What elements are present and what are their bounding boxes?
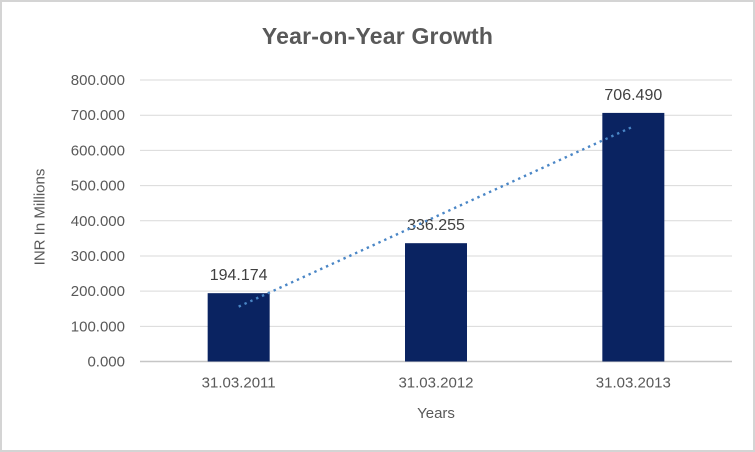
data-label: 194.174 <box>210 267 268 284</box>
data-label: 336.255 <box>407 217 465 234</box>
y-tick-label: 700.000 <box>71 107 125 124</box>
x-tick-label: 31.03.2011 <box>202 375 276 392</box>
y-tick-label: 500.000 <box>71 178 125 195</box>
x-tick-label: 31.03.2012 <box>398 375 473 392</box>
y-tick-label: 800.000 <box>71 72 125 89</box>
y-tick-label: 600.000 <box>71 142 125 159</box>
bar <box>405 243 467 362</box>
y-tick-label: 100.000 <box>71 318 125 335</box>
bar <box>602 112 665 362</box>
y-tick-label: 300.000 <box>71 248 125 265</box>
data-label: 706.490 <box>604 87 662 104</box>
chart-title: Year-on-Year Growth <box>261 23 494 49</box>
y-tick-label: 400.000 <box>71 213 125 230</box>
trendline <box>238 125 634 308</box>
x-axis-title: Years <box>417 405 455 422</box>
y-tick-label: 200.000 <box>71 283 125 300</box>
y-tick-label: 0.000 <box>87 354 125 371</box>
bar <box>207 293 270 362</box>
x-tick-label: 31.03.2013 <box>596 375 671 392</box>
